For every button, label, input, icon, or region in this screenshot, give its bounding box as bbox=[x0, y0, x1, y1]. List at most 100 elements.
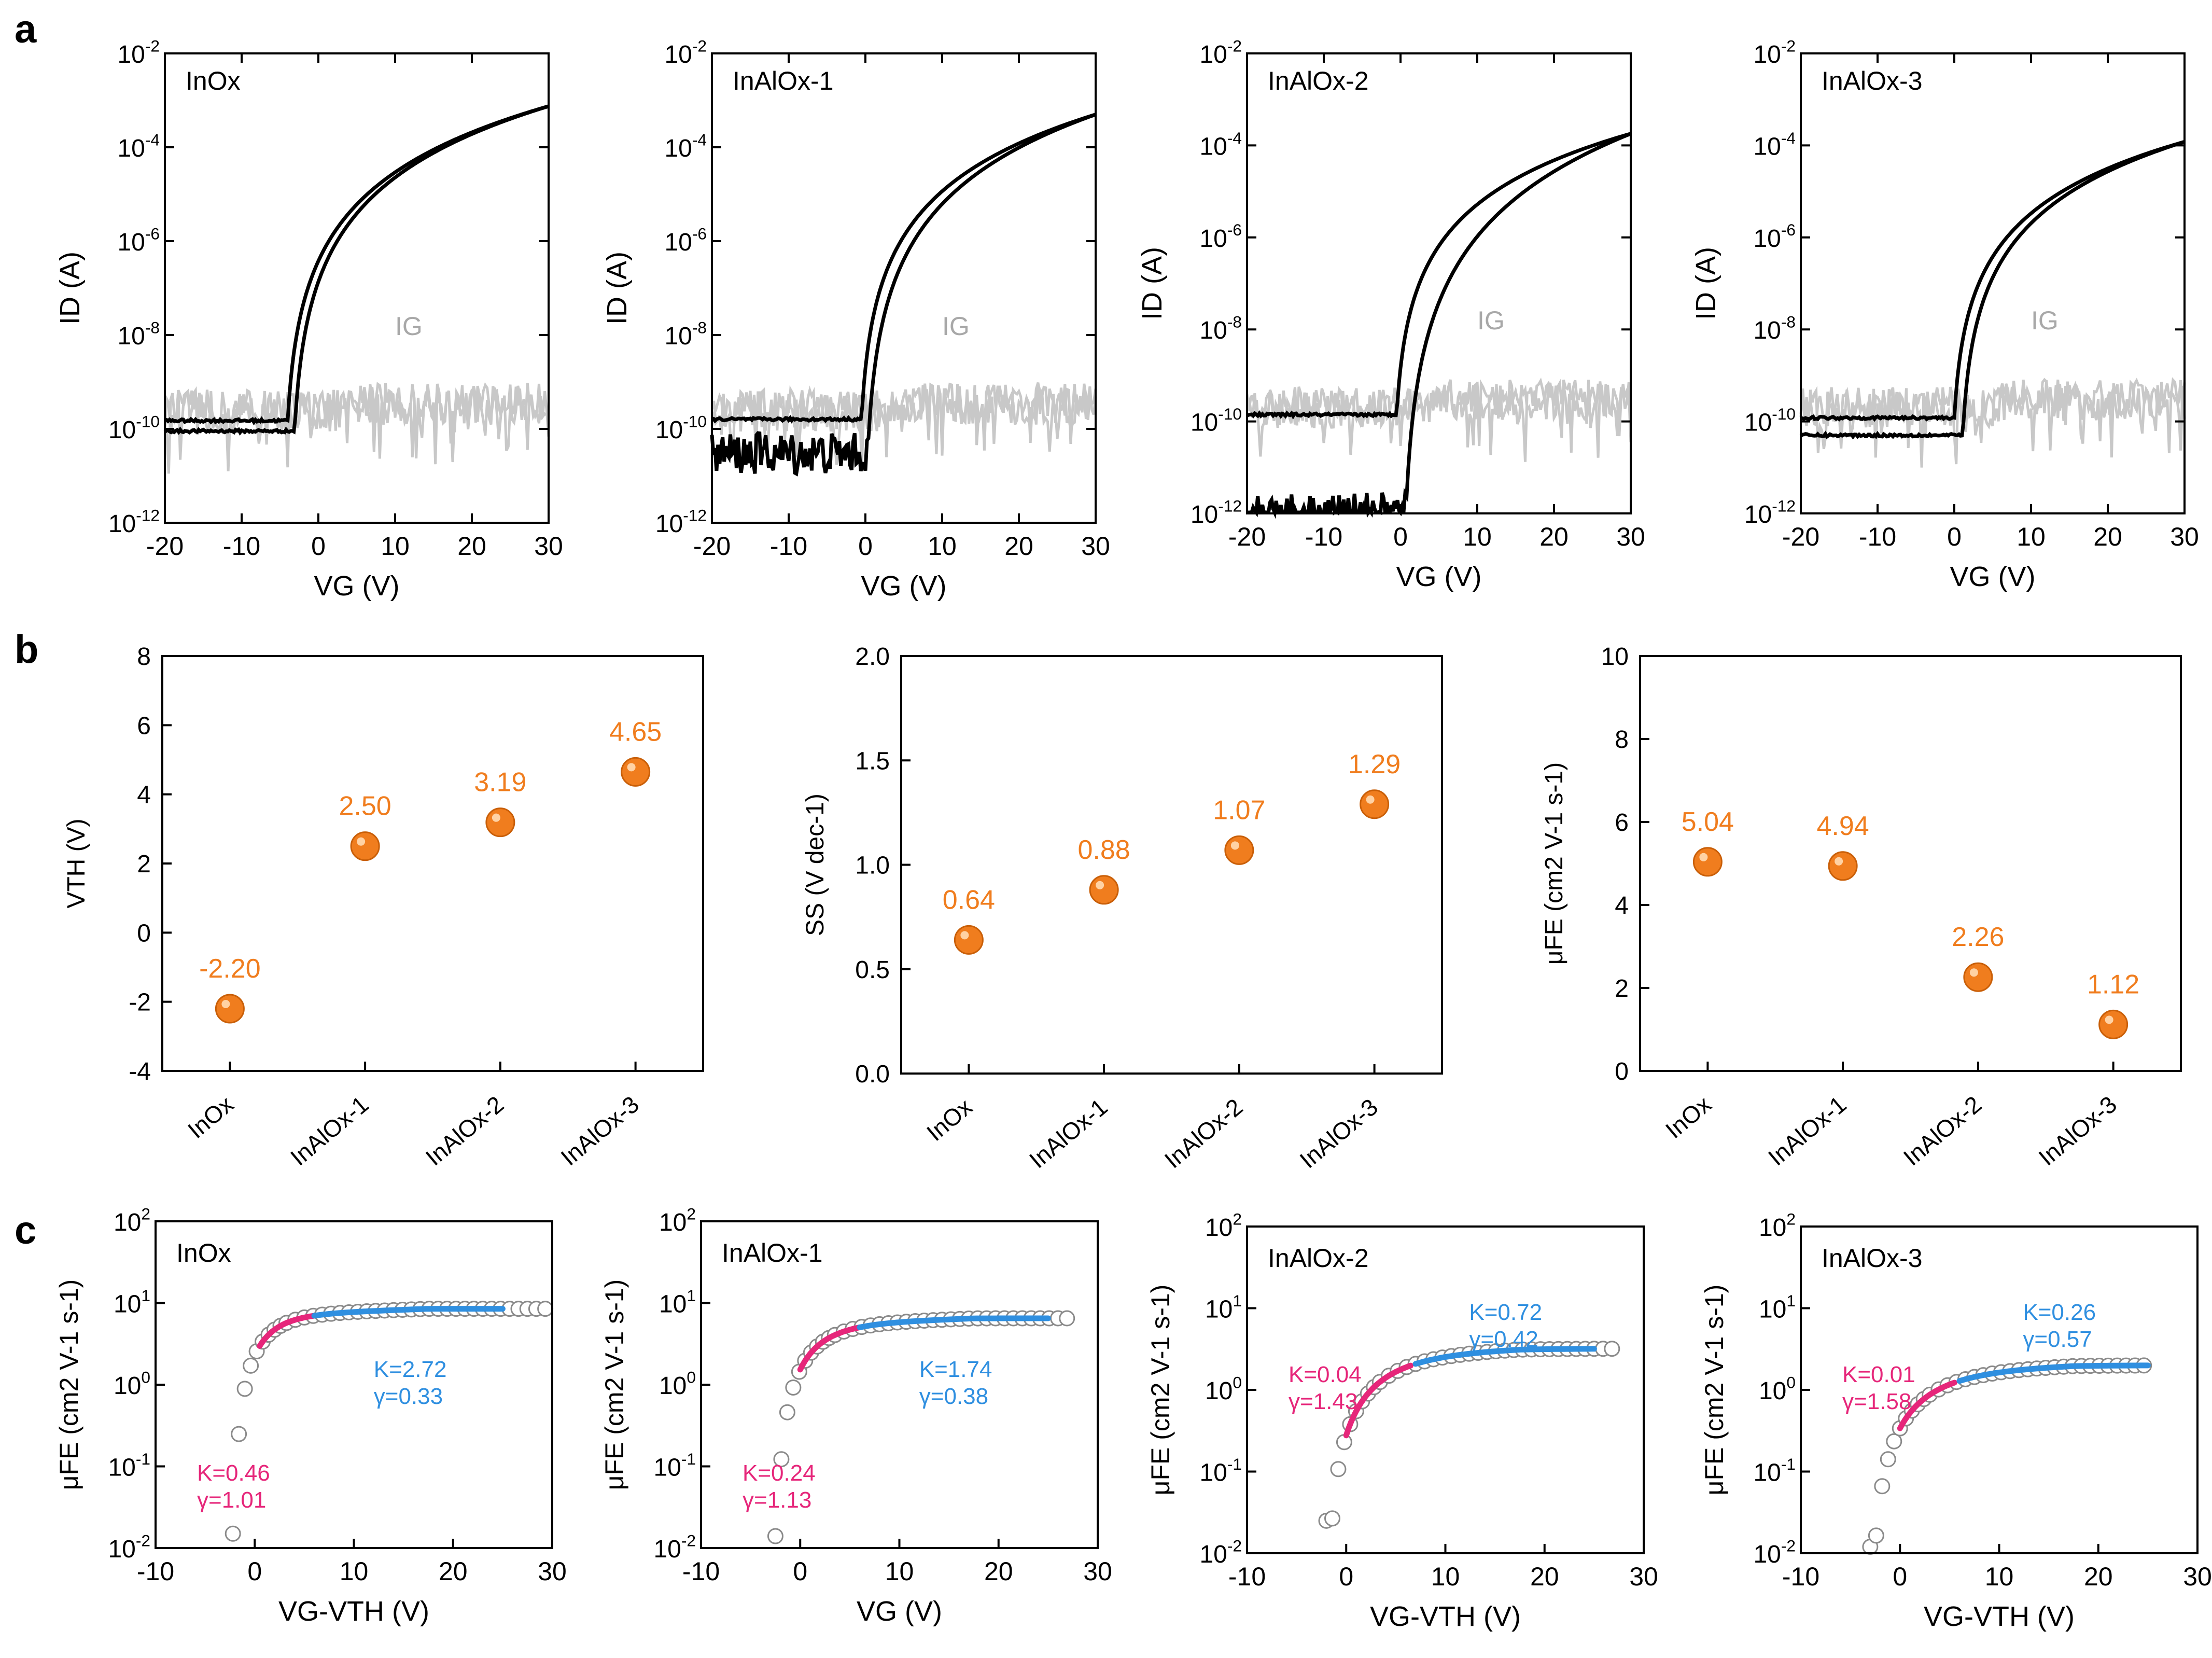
y-tick-label: 10-8 bbox=[1753, 313, 1796, 345]
x-axis-label: VG (V) bbox=[1950, 561, 2035, 592]
ig-series-line bbox=[1245, 379, 1632, 462]
x-axis-label: VG (V) bbox=[861, 570, 946, 602]
tick-base: 10 bbox=[664, 323, 692, 350]
tick-exponent: -12 bbox=[1772, 496, 1796, 515]
y-tick-label: 100 bbox=[114, 1368, 150, 1400]
tick-exponent: 0 bbox=[687, 1368, 696, 1386]
transfer-chart-4: -20 -10 0 10 20 3010-1210-1010-810-610-410-2I… bbox=[1690, 36, 2199, 592]
transfer-chart-3: -20 -10 0 10 20 3010-1210-1010-810-610-410-2I… bbox=[1137, 36, 1645, 592]
y-tick-label: 10-2 bbox=[108, 1531, 150, 1563]
tick-base: 10 bbox=[117, 135, 145, 162]
x-tick-label: -10 bbox=[1305, 522, 1342, 551]
x-tick-label: -10 bbox=[137, 1557, 174, 1586]
ig-series-line bbox=[710, 382, 1097, 471]
x-axis-label: VG-VTH (V) bbox=[278, 1596, 429, 1627]
x-tick-label: 10 bbox=[1463, 522, 1492, 551]
data-label: 2.50 bbox=[339, 791, 391, 821]
data-point bbox=[785, 1379, 802, 1396]
y-tick-label: 10-6 bbox=[1753, 220, 1796, 253]
y-tick-label: 8 bbox=[137, 643, 151, 671]
y-tick-label: 10-1 bbox=[653, 1450, 696, 1482]
fit-line-blue bbox=[1412, 1346, 1597, 1367]
x-tick-label: 20 bbox=[1539, 522, 1569, 551]
id-series-line bbox=[1246, 132, 1631, 420]
tick-base: 10 bbox=[655, 510, 683, 538]
fit-k-label: K=0.46 bbox=[197, 1460, 270, 1486]
transfer-chart-2: -20 -10 0 10 20 3010-1210-1010-810-610-410-2I… bbox=[601, 36, 1110, 602]
tick-base: 10 bbox=[659, 1291, 687, 1318]
x-tick-label: 30 bbox=[1081, 532, 1110, 561]
tick-base: 10 bbox=[1753, 41, 1781, 68]
id-series-line bbox=[1247, 132, 1632, 519]
ig-annotation: IG bbox=[395, 312, 423, 341]
plot-frame bbox=[1639, 655, 2182, 1072]
tick-exponent: -6 bbox=[692, 224, 707, 243]
y-tick-label: 2.0 bbox=[855, 643, 890, 671]
tick-exponent: -2 bbox=[1227, 36, 1242, 55]
x-tick-label: -10 bbox=[1859, 522, 1896, 551]
plot-frame bbox=[1246, 52, 1632, 514]
y-tick-label: 10-4 bbox=[1199, 129, 1242, 161]
data-point bbox=[1868, 1527, 1884, 1544]
x-tick-label: -10 bbox=[223, 532, 260, 561]
fit-line-pink bbox=[257, 1313, 317, 1349]
y-tick-label: 6 bbox=[1615, 809, 1629, 837]
data-label: 5.04 bbox=[1682, 807, 1734, 837]
tick-base: 10 bbox=[1191, 409, 1218, 437]
tick-base: 10 bbox=[1744, 409, 1772, 437]
x-tick-label: 0 bbox=[247, 1557, 262, 1586]
x-tick-label: 30 bbox=[538, 1557, 567, 1586]
chart-title: InAlOx-1 bbox=[733, 66, 834, 95]
tick-base: 10 bbox=[653, 1536, 681, 1563]
tick-exponent: 2 bbox=[687, 1204, 696, 1223]
data-label: 0.64 bbox=[943, 885, 995, 915]
data-point bbox=[1324, 1510, 1340, 1527]
x-tick-label: -20 bbox=[693, 532, 731, 561]
tick-exponent: 1 bbox=[141, 1286, 150, 1305]
data-point bbox=[2098, 1009, 2129, 1039]
data-label: 4.94 bbox=[1817, 811, 1869, 841]
ig-annotation: IG bbox=[1477, 306, 1505, 335]
tick-exponent: -1 bbox=[1781, 1455, 1796, 1473]
ig-series-line bbox=[163, 382, 550, 471]
data-label: 1.07 bbox=[1213, 795, 1265, 825]
fit-gamma-label: γ=0.42 bbox=[1469, 1327, 1538, 1352]
y-tick-label: 10-2 bbox=[1199, 1536, 1242, 1568]
tick-exponent: -2 bbox=[136, 1531, 150, 1550]
tick-exponent: -8 bbox=[145, 318, 160, 337]
y-tick-label: 10-8 bbox=[117, 318, 160, 350]
y-tick-label: 10-8 bbox=[664, 318, 707, 350]
tick-exponent: -6 bbox=[1227, 220, 1242, 239]
x-tick-label: 20 bbox=[2084, 1562, 2113, 1591]
fit-gamma-label: γ=1.13 bbox=[743, 1487, 811, 1513]
x-tick-label: 20 bbox=[2093, 522, 2122, 551]
y-tick-label: 0 bbox=[1615, 1058, 1629, 1085]
data-point bbox=[1692, 847, 1723, 877]
fit-gamma-label: γ=0.57 bbox=[2023, 1327, 2092, 1352]
tick-base: 10 bbox=[108, 510, 136, 538]
tick-base: 10 bbox=[1759, 1296, 1786, 1323]
mobility-chart-4: -10 0 10 20 3010-210-1100101102InAlOx-3VG-VT… bbox=[1700, 1209, 2212, 1632]
tick-base: 10 bbox=[117, 229, 145, 256]
fit-line-blue bbox=[1956, 1362, 2151, 1384]
x-axis-label: VG (V) bbox=[314, 570, 399, 602]
tick-base: 10 bbox=[664, 135, 692, 162]
data-point bbox=[1330, 1461, 1347, 1478]
x-tick-label: -10 bbox=[1782, 1562, 1819, 1591]
y-axis-label: ID (A) bbox=[1137, 247, 1168, 320]
tick-base: 10 bbox=[1753, 133, 1781, 160]
y-tick-label: 10-8 bbox=[1199, 313, 1242, 345]
tick-exponent: -1 bbox=[1227, 1455, 1242, 1473]
x-tick-label: 20 bbox=[439, 1557, 468, 1586]
ig-series-line bbox=[1799, 379, 2186, 465]
x-tick-label: 30 bbox=[1083, 1557, 1112, 1586]
fit-gamma-label: γ=1.58 bbox=[1842, 1389, 1911, 1414]
tick-exponent: -8 bbox=[1227, 313, 1242, 331]
y-tick-label: 102 bbox=[659, 1204, 696, 1236]
tick-exponent: -4 bbox=[1227, 129, 1242, 147]
y-tick-label: 10-6 bbox=[664, 224, 707, 256]
data-point bbox=[1963, 962, 1993, 992]
y-tick-label: 10-10 bbox=[108, 412, 160, 444]
y-tick-label: 10-1 bbox=[108, 1450, 150, 1482]
x-tick-label: 20 bbox=[984, 1557, 1013, 1586]
